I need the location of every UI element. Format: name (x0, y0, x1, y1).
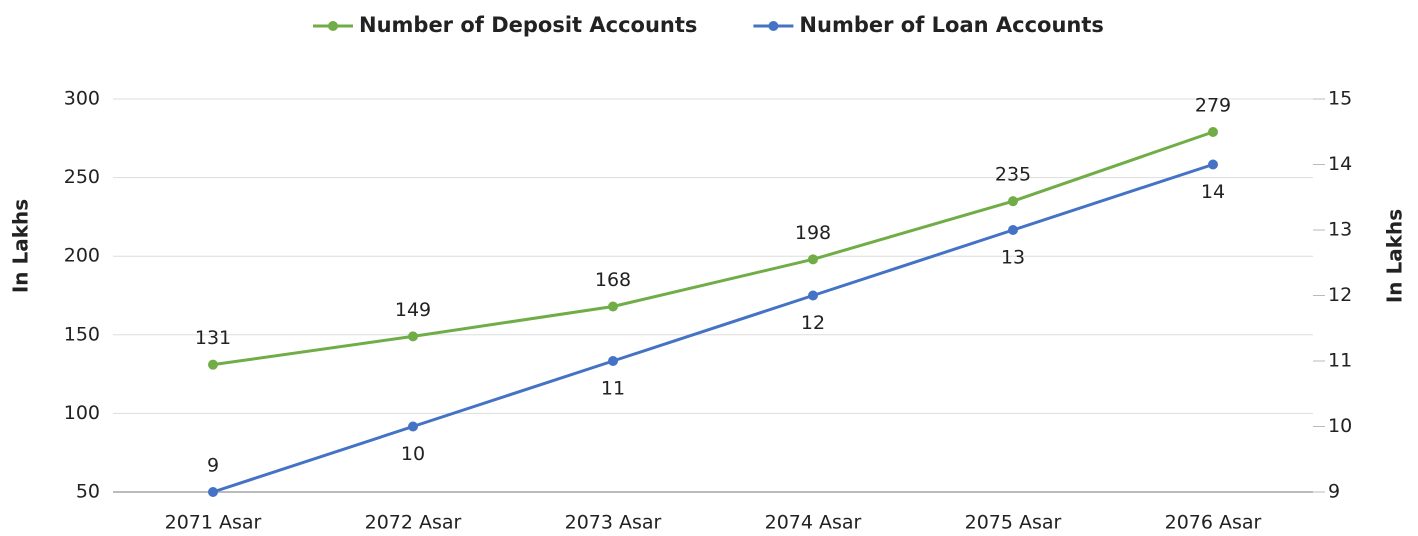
y-tick-label: 250 (64, 166, 100, 188)
data-label: 279 (1195, 95, 1231, 117)
point (1008, 196, 1018, 207)
data-label: 131 (195, 327, 231, 349)
y-tick-label: 100 (64, 402, 100, 424)
y2-tick-label: 12 (1328, 284, 1352, 306)
legend-label: Number of Loan Accounts (799, 13, 1103, 37)
point (608, 356, 618, 366)
data-label: 14 (1201, 181, 1225, 203)
y2-tick-label: 14 (1328, 153, 1352, 175)
point (1208, 159, 1218, 170)
y2-tick-label: 15 (1328, 88, 1352, 110)
point (408, 331, 418, 342)
point (208, 359, 218, 370)
legend-label: Number of Deposit Accounts (359, 13, 697, 37)
x-tick-label: 2072 Asar (365, 512, 462, 534)
y-tick-label: 200 (64, 245, 100, 267)
x-tick-label: 2071 Asar (165, 512, 262, 534)
data-label: 11 (601, 378, 625, 400)
series-line (212, 163, 1214, 494)
x-tick-label: 2073 Asar (565, 512, 662, 534)
data-label: 10 (401, 443, 425, 465)
y-tick-label: 150 (64, 323, 100, 345)
y2-tick-label: 9 (1328, 481, 1340, 503)
y-tick-label: 50 (76, 481, 100, 503)
point (608, 301, 618, 312)
data-label: 168 (595, 269, 631, 291)
data-label: 12 (801, 312, 825, 334)
data-label: 9 (207, 455, 219, 477)
point (1208, 127, 1218, 138)
y2-tick-label: 11 (1328, 350, 1352, 372)
point (208, 487, 218, 497)
x-tick-label: 2076 Asar (1165, 512, 1262, 534)
data-label: 149 (395, 299, 431, 321)
data-label: 235 (995, 164, 1031, 186)
point (1008, 225, 1018, 235)
series-line (212, 130, 1214, 367)
point (808, 254, 818, 265)
legend-marker (768, 21, 779, 31)
data-label: 198 (795, 222, 831, 244)
y-tick-label: 300 (64, 88, 100, 110)
y2-tick-label: 10 (1328, 415, 1352, 437)
x-tick-label: 2075 Asar (965, 512, 1062, 534)
x-tick-label: 2074 Asar (765, 512, 862, 534)
y2-axis-title: In Lakhs (1383, 209, 1407, 303)
data-label: 13 (1001, 247, 1025, 269)
point (808, 290, 818, 301)
y2-tick-label: 13 (1328, 219, 1352, 241)
point (408, 421, 418, 432)
y-axis-title: In Lakhs (9, 199, 33, 293)
legend-marker (328, 21, 338, 31)
